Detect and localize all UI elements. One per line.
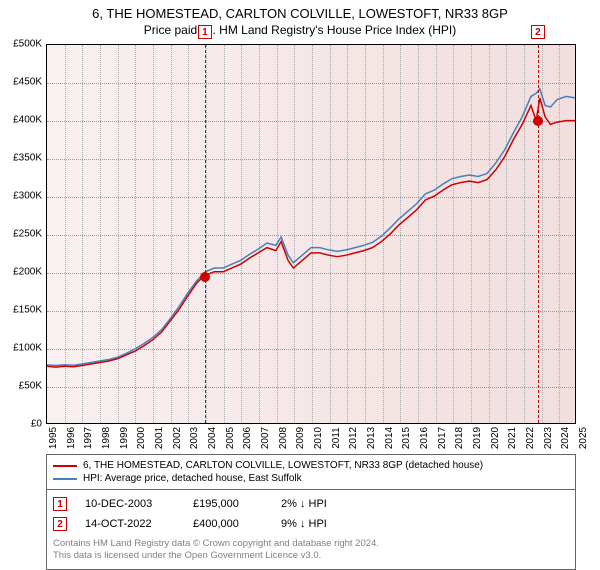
chart-area: 12 £0£50K£100K£150K£200K£250K£300K£350K£… [46, 44, 576, 424]
chart-title: 6, THE HOMESTEAD, CARLTON COLVILLE, LOWE… [0, 0, 600, 21]
marker-label: 1 [198, 25, 212, 39]
x-axis-label: 2004 [205, 427, 218, 449]
y-axis-label: £350K [13, 153, 46, 164]
x-axis-label: 1999 [117, 427, 130, 449]
legend-area: 6, THE HOMESTEAD, CARLTON COLVILLE, LOWE… [46, 454, 576, 570]
transaction-date: 10-DEC-2003 [85, 498, 175, 510]
marker-line [538, 45, 539, 423]
transaction-price: £400,000 [193, 518, 263, 530]
x-axis-label: 2015 [399, 427, 412, 449]
x-axis-label: 1997 [81, 427, 94, 449]
transactions-table: 1 10-DEC-2003 £195,000 2% ↓ HPI 2 14-OCT… [46, 490, 576, 570]
marker-label: 2 [531, 25, 545, 39]
legend-item-hpi: HPI: Average price, detached house, East… [53, 472, 569, 485]
x-axis-label: 2017 [435, 427, 448, 449]
y-axis-label: £300K [13, 191, 46, 202]
x-axis-label: 2000 [134, 427, 147, 449]
table-row: 2 14-OCT-2022 £400,000 9% ↓ HPI [53, 514, 569, 534]
x-axis-label: 2019 [470, 427, 483, 449]
marker-dot-icon [533, 116, 543, 126]
transaction-pct: 2% ↓ HPI [281, 498, 371, 510]
x-axis-label: 1996 [64, 427, 77, 449]
y-axis-label: £0 [31, 419, 46, 430]
marker-line [205, 45, 206, 423]
x-axis-label: 2024 [558, 427, 571, 449]
x-axis-label: 2011 [329, 427, 342, 449]
y-axis-label: £450K [13, 77, 46, 88]
legend-swatch-hpi [53, 478, 77, 480]
x-axis-label: 2021 [505, 427, 518, 449]
x-axis-label: 1998 [99, 427, 112, 449]
x-axis-label: 2007 [258, 427, 271, 449]
x-axis-label: 2023 [541, 427, 554, 449]
legend-label-hpi: HPI: Average price, detached house, East… [83, 473, 302, 484]
x-axis-label: 2012 [346, 427, 359, 449]
series-line-hpi [47, 89, 575, 366]
x-axis-label: 2010 [311, 427, 324, 449]
x-axis-label: 1995 [46, 427, 59, 449]
x-axis-label: 2003 [187, 427, 200, 449]
x-axis-label: 2005 [223, 427, 236, 449]
footer-attribution: Contains HM Land Registry data © Crown c… [53, 534, 569, 563]
x-axis-label: 2022 [523, 427, 536, 449]
legend-swatch-property [53, 465, 77, 467]
footer-line2: This data is licensed under the Open Gov… [53, 550, 569, 562]
x-axis-label: 2013 [364, 427, 377, 449]
x-axis-label: 2016 [417, 427, 430, 449]
y-axis-label: £100K [13, 343, 46, 354]
x-axis-label: 2009 [293, 427, 306, 449]
y-axis-label: £250K [13, 229, 46, 240]
marker-dot-icon [200, 272, 210, 282]
transaction-price: £195,000 [193, 498, 263, 510]
y-axis-label: £500K [13, 39, 46, 50]
x-axis-label: 2020 [488, 427, 501, 449]
y-axis-label: £150K [13, 305, 46, 316]
legend-label-property: 6, THE HOMESTEAD, CARLTON COLVILLE, LOWE… [83, 460, 483, 471]
chart-subtitle: Price paid vs. HM Land Registry's House … [0, 21, 600, 37]
x-axis-label: 2008 [276, 427, 289, 449]
y-axis-label: £50K [19, 381, 46, 392]
footer-line1: Contains HM Land Registry data © Crown c… [53, 538, 569, 550]
x-axis-label: 2006 [240, 427, 253, 449]
transaction-marker-icon: 1 [53, 497, 67, 511]
y-axis-label: £400K [13, 115, 46, 126]
x-axis-label: 2001 [152, 427, 165, 449]
plot-region: 12 [46, 44, 576, 424]
legend-item-property: 6, THE HOMESTEAD, CARLTON COLVILLE, LOWE… [53, 459, 569, 472]
x-axis-label: 2002 [170, 427, 183, 449]
transaction-marker-icon: 2 [53, 517, 67, 531]
x-axis-label: 2018 [452, 427, 465, 449]
x-axis-label: 2014 [382, 427, 395, 449]
transaction-date: 14-OCT-2022 [85, 518, 175, 530]
legend: 6, THE HOMESTEAD, CARLTON COLVILLE, LOWE… [46, 454, 576, 490]
x-axis-label: 2025 [576, 427, 589, 449]
y-axis-label: £200K [13, 267, 46, 278]
transaction-pct: 9% ↓ HPI [281, 518, 371, 530]
series-line-property [47, 98, 575, 367]
table-row: 1 10-DEC-2003 £195,000 2% ↓ HPI [53, 494, 569, 514]
